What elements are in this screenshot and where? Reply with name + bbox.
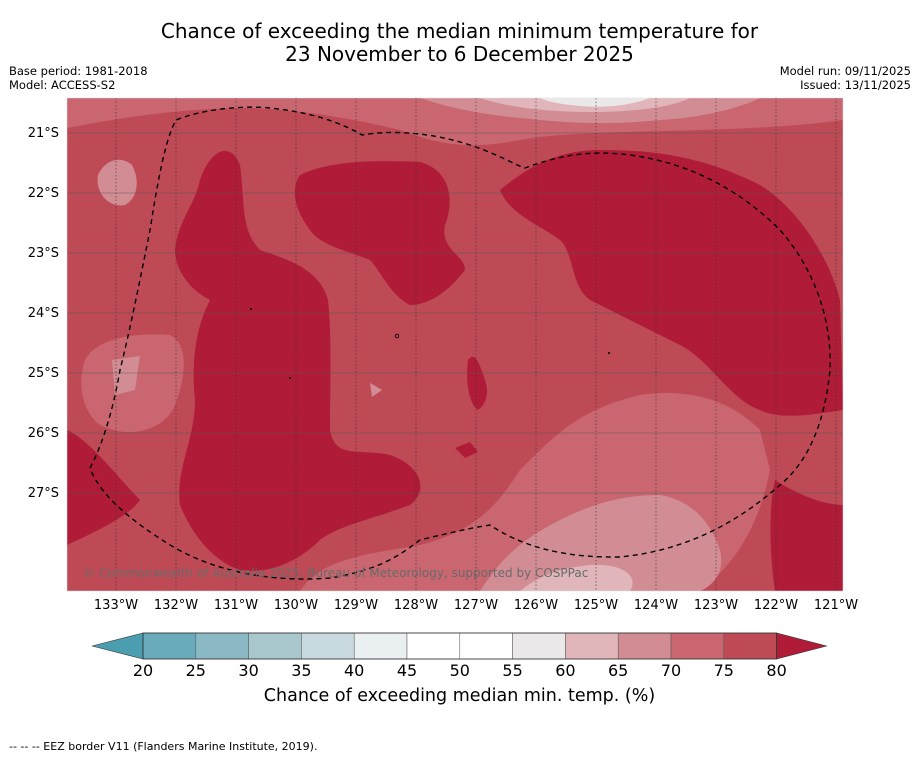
colorbar-segment	[195, 632, 249, 660]
band-60-65-northwest	[97, 159, 137, 206]
colorbar-outline	[142, 632, 777, 660]
latitude-lines	[67, 132, 843, 494]
eez-footnote: -- -- -- EEZ border V11 (Flanders Marine…	[9, 740, 318, 753]
island-marker	[608, 352, 610, 354]
colorbar-segment	[248, 632, 302, 660]
colorbar-segment	[301, 632, 355, 660]
lat-label: 27°S	[27, 486, 59, 501]
colorbar-tick-label: 20	[132, 661, 154, 680]
map-field	[67, 98, 843, 591]
colorbar-segment	[406, 632, 461, 660]
lon-label: 132°W	[153, 598, 199, 613]
band-50-55-north	[540, 98, 650, 107]
lat-label: 26°S	[27, 426, 59, 441]
band-80-central-north	[294, 161, 465, 305]
band-80-southwest	[67, 430, 140, 545]
map-frame	[66, 97, 844, 592]
lon-label: 133°W	[93, 598, 139, 613]
lon-label: 126°W	[513, 598, 559, 613]
colorbar-tick-label: 45	[396, 661, 418, 680]
colorbar-segment	[512, 632, 566, 660]
colorbar-tick-label: 70	[660, 661, 682, 680]
graticule	[115, 98, 837, 591]
lon-label: 127°W	[453, 598, 499, 613]
eez-border	[89, 106, 831, 580]
band-60-65-south	[480, 495, 722, 591]
chart-title-line-2: 23 November to 6 December 2025	[285, 42, 634, 66]
colorbar-segment	[670, 632, 725, 660]
colorbar-tick-label: 80	[766, 661, 787, 680]
band-80-east	[500, 150, 843, 416]
colorbar-under-arrow	[91, 632, 144, 660]
colorbar-tick-label: 35	[291, 661, 312, 680]
lon-label: 130°W	[273, 598, 319, 613]
band-80-small-b	[455, 442, 478, 458]
band-55-60-south	[520, 564, 633, 591]
lon-label: 124°W	[633, 598, 679, 613]
colorbar	[91, 632, 828, 660]
copyright-notice: © Commonwealth of Australia 2025, Bureau…	[83, 566, 589, 580]
colorbar-tick-label: 65	[608, 661, 629, 680]
colorbar-segment	[353, 632, 408, 660]
band-80-west	[175, 150, 421, 571]
colorbar-segment	[723, 632, 777, 660]
band-60-65-west	[112, 356, 140, 395]
issued-date: Issued: 13/11/2025	[800, 78, 911, 92]
lon-label: 121°W	[813, 598, 859, 613]
colorbar-segment	[142, 632, 197, 660]
lat-label: 24°S	[27, 306, 59, 321]
lon-label: 129°W	[333, 598, 379, 613]
small-patch	[370, 383, 382, 397]
island-marker	[289, 377, 291, 379]
colorbar-segment	[565, 632, 619, 660]
colorbar-tick-label: 50	[449, 661, 470, 680]
colorbar-segment	[459, 632, 513, 660]
lon-label: 128°W	[393, 598, 439, 613]
colorbar-tick-label: 25	[185, 661, 206, 680]
lat-label: 23°S	[27, 246, 59, 261]
colorbar-segment	[617, 632, 672, 660]
band-80-southeast	[770, 480, 843, 591]
band-80-small-a	[467, 356, 488, 410]
chart-title-line-1: Chance of exceeding the median minimum t…	[160, 19, 759, 43]
colorbar-over-arrow	[776, 632, 828, 660]
island-marker	[250, 308, 252, 310]
model-run: Model run: 09/11/2025	[779, 64, 911, 78]
lat-label: 21°S	[27, 126, 59, 141]
colorbar-tick-label: 55	[502, 661, 523, 680]
base-period: Base period: 1981-2018	[9, 64, 148, 78]
colorbar-tick-label: 30	[238, 661, 259, 680]
lat-label: 25°S	[27, 366, 59, 381]
colorbar-title: Chance of exceeding median min. temp. (%…	[263, 686, 656, 706]
island-marker	[394, 333, 400, 339]
colorbar-tick-label: 75	[713, 661, 734, 680]
lat-label: 22°S	[27, 186, 59, 201]
model-name: Model: ACCESS-S2	[9, 78, 116, 92]
lon-label: 122°W	[753, 598, 799, 613]
lon-label: 131°W	[213, 598, 259, 613]
colorbar-tick-label: 60	[555, 661, 576, 680]
colorbar-tick-label: 40	[344, 661, 365, 680]
lon-label: 125°W	[573, 598, 619, 613]
lon-label: 123°W	[693, 598, 739, 613]
